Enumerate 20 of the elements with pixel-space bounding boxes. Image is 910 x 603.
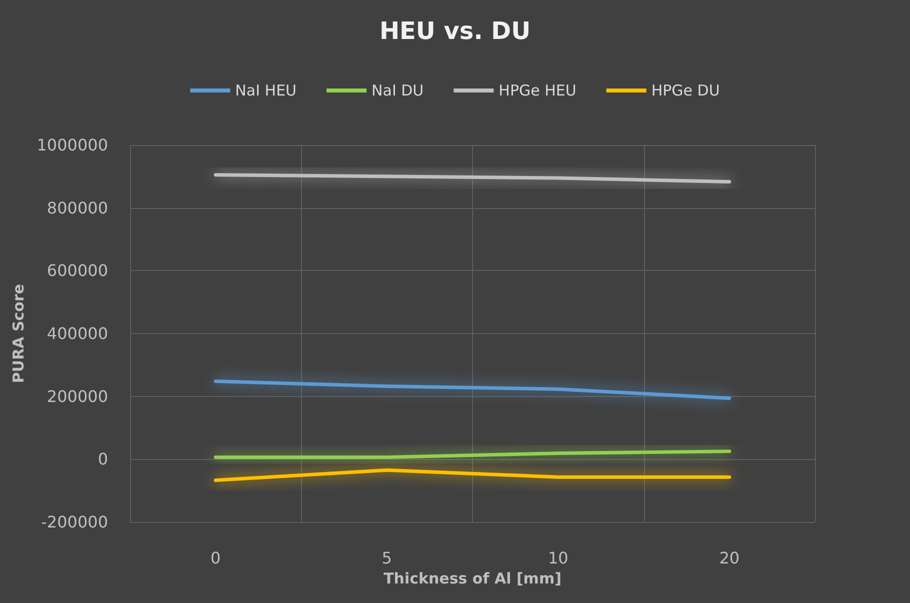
x-tick-label: 5 (382, 548, 392, 568)
legend-label: HPGe DU (651, 82, 720, 100)
chart-title: HEU vs. DU (379, 17, 531, 45)
y-axis-title: PURA Score (9, 284, 28, 384)
y-tick-label: 200000 (46, 386, 108, 406)
y-tick-label: 400000 (46, 324, 108, 343)
line-series (214, 173, 732, 184)
y-tick-label: -200000 (41, 512, 108, 532)
legend-label: NaI DU (372, 82, 424, 100)
legend-label: HPGe HEU (498, 82, 576, 100)
x-tick-label: 20 (719, 548, 740, 568)
y-tick-label: 800000 (46, 198, 108, 218)
legend-label: NaI HEU (235, 82, 297, 100)
x-tick-label: 0 (210, 548, 221, 568)
y-tick-label: 0 (98, 450, 108, 469)
x-tick-label: 10 (548, 548, 568, 568)
x-axis-title: Thickness of Al [mm] (384, 569, 562, 588)
y-tick-label: 600000 (46, 261, 108, 280)
y-tick-label: 1000000 (36, 136, 108, 154)
line-series (214, 380, 732, 400)
